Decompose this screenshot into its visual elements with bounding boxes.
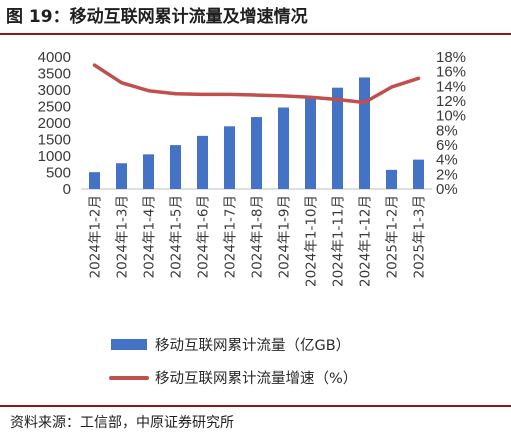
y-left-tick-label: 500 (46, 165, 71, 182)
x-tick-label: 2024年1-10月 (304, 195, 320, 287)
bar (89, 172, 100, 189)
bar (224, 126, 235, 189)
bottom-divider (0, 405, 511, 407)
y-right-tick-label: 10% (436, 108, 466, 125)
bar (197, 135, 208, 189)
legend-bar-label: 移动互联网累计流量（亿GB） (155, 337, 350, 354)
y-right-tick-label: 8% (436, 122, 458, 139)
y-right-tick-label: 12% (436, 93, 466, 110)
x-tick-label: 2024年1-5月 (169, 195, 185, 278)
bar (143, 154, 154, 189)
y-left-tick-label: 4000 (38, 49, 71, 66)
y-left-tick-label: 1500 (38, 132, 71, 149)
top-divider (0, 33, 511, 35)
x-tick-label: 2024年1-3月 (115, 195, 131, 278)
y-right-tick-label: 16% (436, 64, 466, 81)
y-left-tick-label: 0 (63, 181, 71, 198)
y-right-tick-label: 6% (436, 137, 458, 154)
bar (305, 96, 316, 189)
legend-line-label: 移动互联网累计流量增速（%） (155, 370, 357, 387)
y-right-tick-label: 2% (436, 166, 458, 183)
bar (359, 77, 370, 189)
x-tick-label: 2024年1-6月 (196, 195, 212, 278)
y-right-tick-label: 14% (436, 78, 466, 95)
y-left-tick-label: 2500 (38, 99, 71, 116)
x-tick-label: 2025年1-2月 (385, 195, 401, 278)
growth-line (92, 63, 421, 105)
bar (170, 145, 181, 189)
x-tick-label: 2024年1-12月 (358, 195, 374, 287)
y-left-tick-label: 2000 (38, 115, 71, 132)
x-tick-label: 2025年1-3月 (412, 195, 428, 278)
y-right-tick-label: 18% (436, 49, 466, 66)
legend-bar-swatch (111, 339, 147, 350)
y-left-tick-label: 3000 (38, 82, 71, 99)
y-left-tick-label: 1000 (38, 148, 71, 165)
y-right-tick-label: 4% (436, 152, 458, 169)
bar (278, 107, 289, 189)
x-tick-label: 2024年1-4月 (142, 195, 158, 278)
bar (413, 159, 424, 189)
bar (332, 87, 343, 189)
figure-title: 图 19：移动互联网累计流量及增速情况 (6, 7, 308, 27)
x-tick-label: 2024年1-2月 (88, 195, 104, 278)
source-note: 资料来源：工信部，中原证券研究所 (10, 415, 234, 431)
y-right-tick-label: 0% (436, 181, 458, 198)
bar (386, 169, 397, 189)
x-tick-label: 2024年1-9月 (277, 195, 293, 278)
bar (251, 117, 262, 189)
x-tick-label: 2024年1-11月 (331, 195, 347, 287)
x-tick-label: 2024年1-8月 (250, 195, 266, 278)
legend: 移动互联网累计流量（亿GB） 移动互联网累计流量增速（%） (109, 337, 357, 387)
y-left-tick-label: 3500 (38, 66, 71, 83)
x-tick-label: 2024年1-7月 (223, 195, 239, 278)
bar (116, 163, 127, 189)
